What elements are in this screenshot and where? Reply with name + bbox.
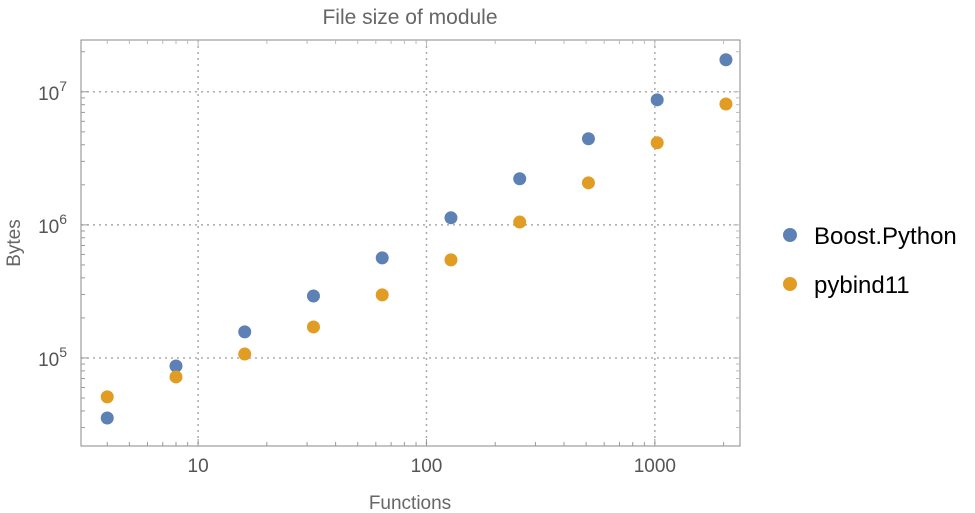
y-tick-label: 105 xyxy=(38,344,67,371)
point-boost-python xyxy=(306,289,320,303)
point-pybind11 xyxy=(581,176,595,190)
point-boost-python xyxy=(238,325,252,339)
point-pybind11 xyxy=(375,288,389,302)
y-tick-label: 107 xyxy=(38,78,67,105)
point-boost-python xyxy=(169,359,183,373)
point-pybind11 xyxy=(238,347,252,361)
legend: Boost.Python pybind11 xyxy=(783,223,957,299)
legend-label-pybind11: pybind11 xyxy=(814,272,910,299)
point-pybind11 xyxy=(513,215,527,229)
point-pybind11 xyxy=(100,390,114,404)
legend-marker-pybind11 xyxy=(783,277,797,291)
x-tick-label: 1000 xyxy=(634,456,676,477)
y-tick-label: 106 xyxy=(38,211,67,238)
point-pybind11 xyxy=(719,97,733,111)
y-tick-exponent: 5 xyxy=(59,344,67,360)
y-tick-exponent: 7 xyxy=(59,78,67,94)
legend-marker-boost-python xyxy=(783,228,797,242)
point-pybind11 xyxy=(169,370,183,384)
point-boost-python xyxy=(375,251,389,265)
plot-frame xyxy=(80,39,741,447)
chart-title: File size of module xyxy=(322,6,497,29)
point-boost-python xyxy=(444,211,458,225)
data-points xyxy=(100,53,733,425)
point-boost-python xyxy=(650,93,664,107)
point-pybind11 xyxy=(306,320,320,334)
point-boost-python xyxy=(719,53,733,67)
point-pybind11 xyxy=(650,136,664,150)
x-tick-label: 10 xyxy=(188,456,209,477)
point-pybind11 xyxy=(444,253,458,267)
legend-label-boost-python: Boost.Python xyxy=(814,223,957,250)
x-tick-label: 100 xyxy=(411,456,443,477)
grid xyxy=(81,40,740,446)
y-tick-exponent: 6 xyxy=(59,211,67,227)
point-boost-python xyxy=(513,172,527,186)
point-boost-python xyxy=(581,132,595,146)
ticks: 10 100 1000 105 106 107 xyxy=(38,40,740,477)
x-axis-label: Functions xyxy=(369,493,451,513)
point-boost-python xyxy=(100,411,114,425)
y-axis-label: Bytes xyxy=(4,219,25,267)
